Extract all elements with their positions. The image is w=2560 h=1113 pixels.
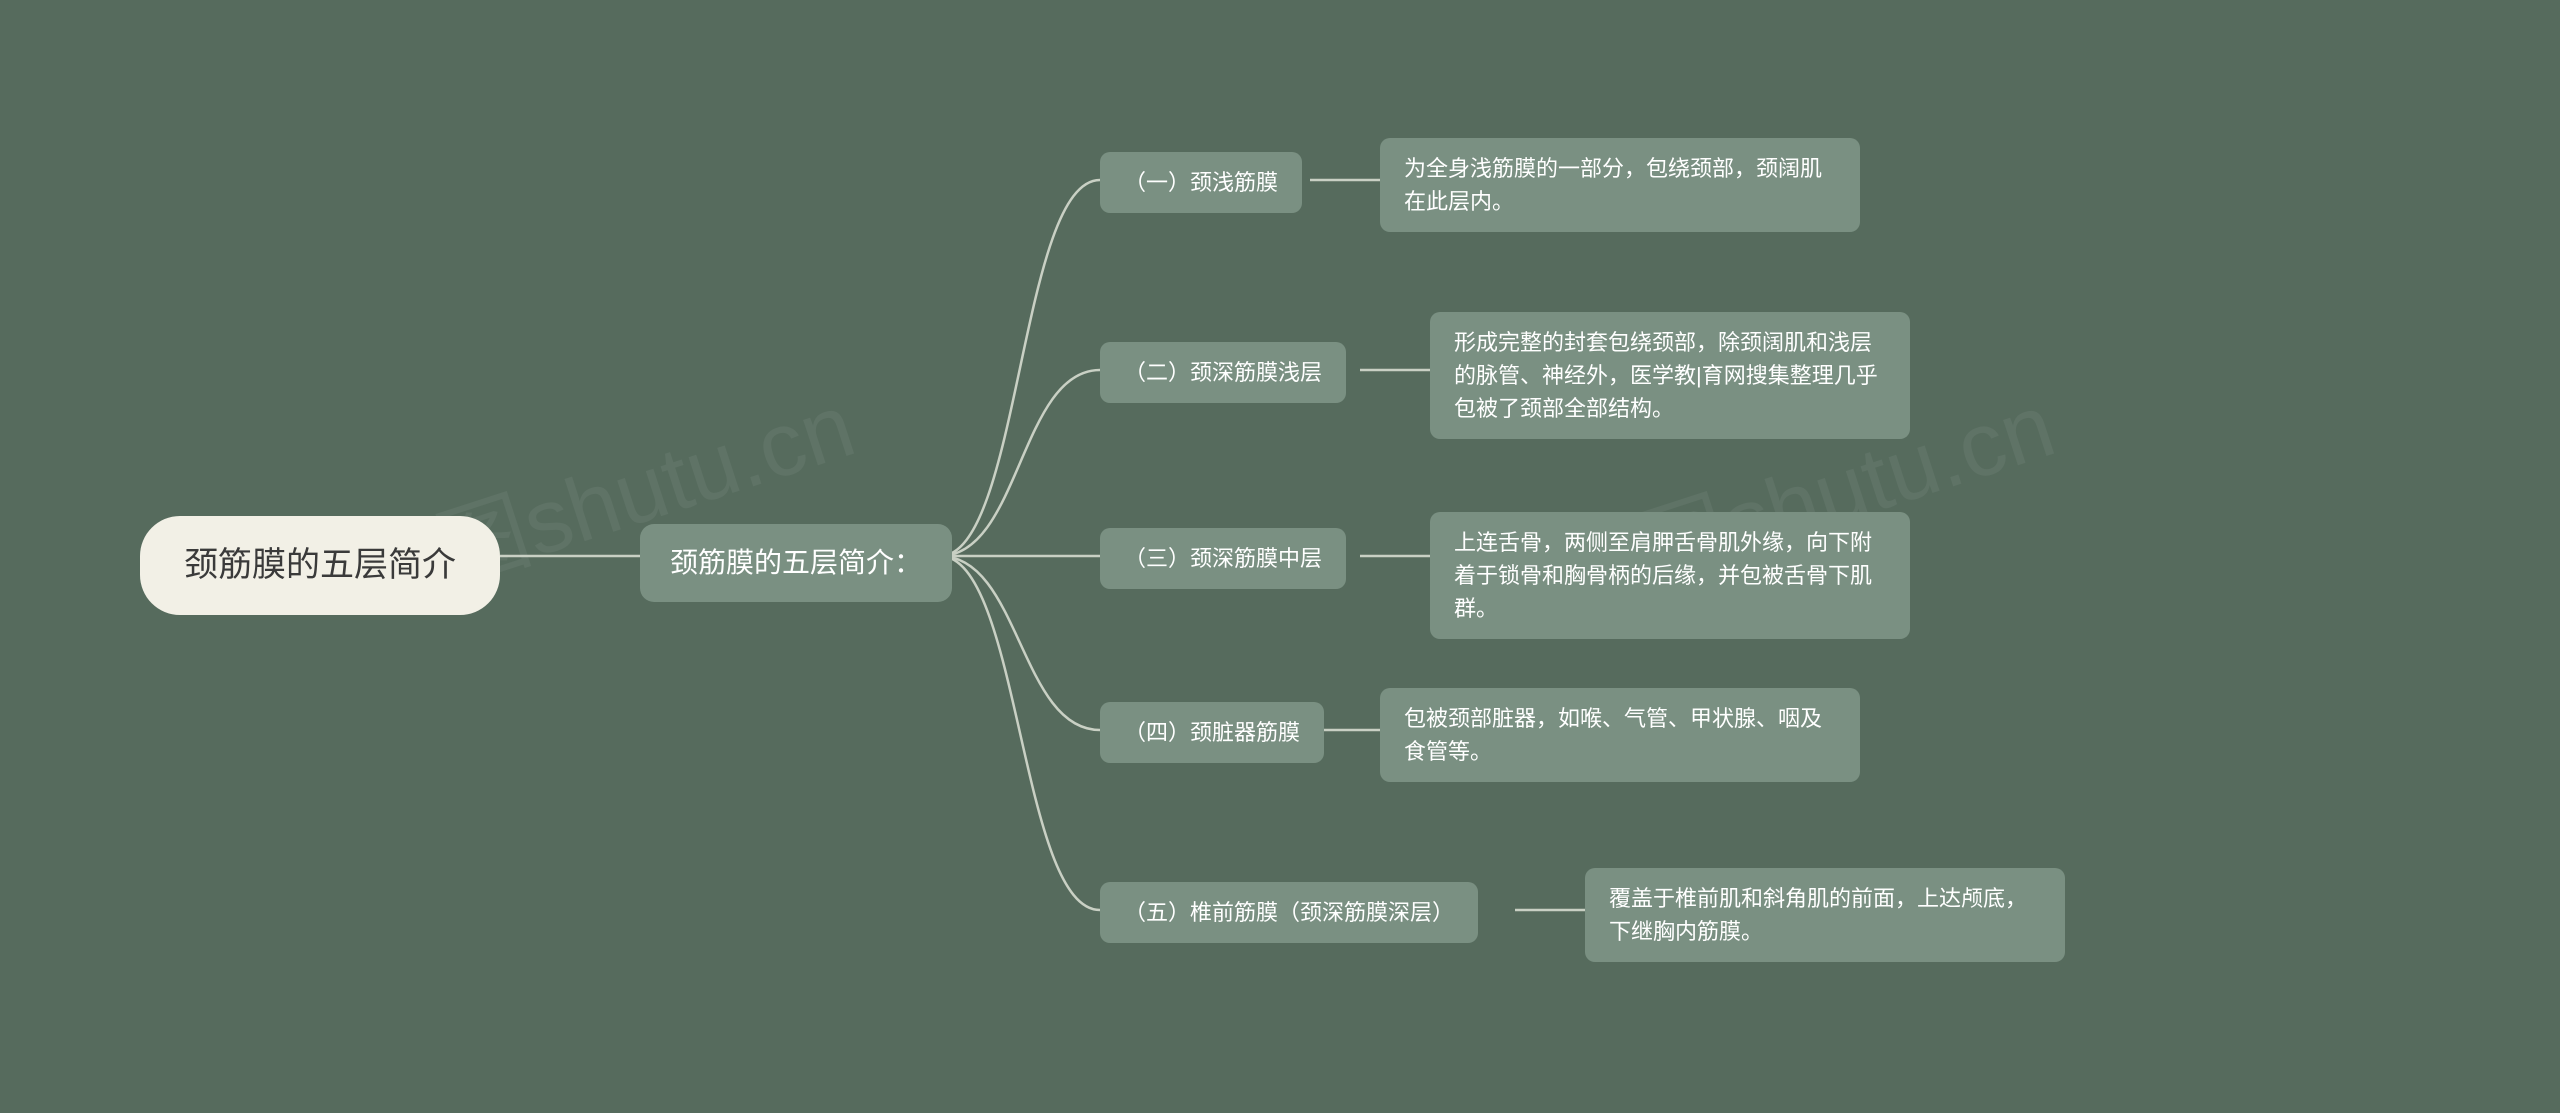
leaf-node-1: 为全身浅筋膜的一部分，包绕颈部，颈阔肌在此层内。 (1380, 138, 1860, 232)
leaf-node-4: 包被颈部脏器，如喉、气管、甲状腺、咽及食管等。 (1380, 688, 1860, 782)
leaf-node-2: 形成完整的封套包绕颈部，除颈阔肌和浅层的脉管、神经外，医学教|育网搜集整理几乎包… (1430, 312, 1910, 439)
mindmap-canvas: 树图shutu.cn 树图shutu.cn 颈筋膜的五层简介 颈筋膜的五层简介：… (0, 0, 2560, 1113)
leaf-text: 包被颈部脏器，如喉、气管、甲状腺、咽及食管等。 (1404, 702, 1836, 768)
child-node-1: （一）颈浅筋膜 (1100, 152, 1302, 213)
root-node: 颈筋膜的五层简介 (140, 516, 500, 615)
level1-node: 颈筋膜的五层简介： (640, 524, 952, 602)
leaf-node-5: 覆盖于椎前肌和斜角肌的前面，上达颅底，下继胸内筋膜。 (1585, 868, 2065, 962)
child-node-4: （四）颈脏器筋膜 (1100, 702, 1324, 763)
root-label: 颈筋膜的五层简介 (184, 540, 456, 591)
leaf-node-3: 上连舌骨，两侧至肩胛舌骨肌外缘，向下附着于锁骨和胸骨柄的后缘，并包被舌骨下肌群。 (1430, 512, 1910, 639)
child-label: （二）颈深筋膜浅层 (1124, 356, 1322, 389)
child-node-5: （五）椎前筋膜（颈深筋膜深层） (1100, 882, 1478, 943)
leaf-text: 形成完整的封套包绕颈部，除颈阔肌和浅层的脉管、神经外，医学教|育网搜集整理几乎包… (1454, 326, 1886, 425)
child-label: （一）颈浅筋膜 (1124, 166, 1278, 199)
leaf-text: 上连舌骨，两侧至肩胛舌骨肌外缘，向下附着于锁骨和胸骨柄的后缘，并包被舌骨下肌群。 (1454, 526, 1886, 625)
child-label: （四）颈脏器筋膜 (1124, 716, 1300, 749)
child-label: （五）椎前筋膜（颈深筋膜深层） (1124, 896, 1454, 929)
child-label: （三）颈深筋膜中层 (1124, 542, 1322, 575)
child-node-2: （二）颈深筋膜浅层 (1100, 342, 1346, 403)
leaf-text: 为全身浅筋膜的一部分，包绕颈部，颈阔肌在此层内。 (1404, 152, 1836, 218)
child-node-3: （三）颈深筋膜中层 (1100, 528, 1346, 589)
level1-label: 颈筋膜的五层简介： (670, 542, 922, 584)
leaf-text: 覆盖于椎前肌和斜角肌的前面，上达颅底，下继胸内筋膜。 (1609, 882, 2041, 948)
